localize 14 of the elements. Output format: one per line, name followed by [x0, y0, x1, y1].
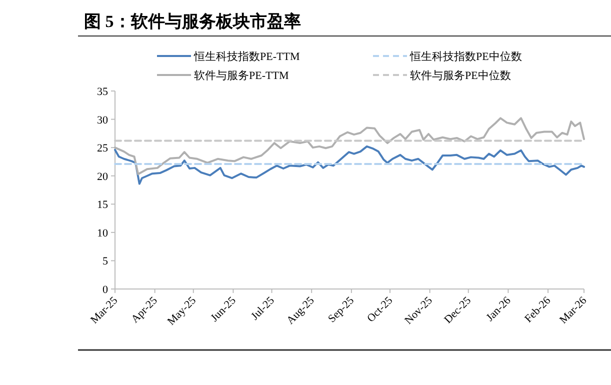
legend-label: 恒生科技指数PE-TTM	[193, 50, 300, 63]
y-tick-label: 35	[97, 86, 108, 98]
y-tick-label: 10	[97, 227, 108, 240]
y-tick-label: 25	[97, 142, 108, 155]
y-tick-label: 20	[97, 170, 108, 183]
chart-title: 图 5：软件与服务板块市盈率	[84, 12, 301, 31]
legend-label: 软件与服务PE-TTM	[194, 69, 289, 82]
y-tick-label: 15	[97, 199, 108, 212]
legend-label: 软件与服务PE中位数	[410, 69, 511, 82]
y-tick-label: 5	[102, 256, 108, 268]
line-series	[114, 145, 585, 185]
y-tick-label: 30	[97, 114, 108, 126]
legend-label: 恒生科技指数PE中位数	[409, 50, 522, 63]
y-tick-label: 0	[102, 284, 108, 296]
